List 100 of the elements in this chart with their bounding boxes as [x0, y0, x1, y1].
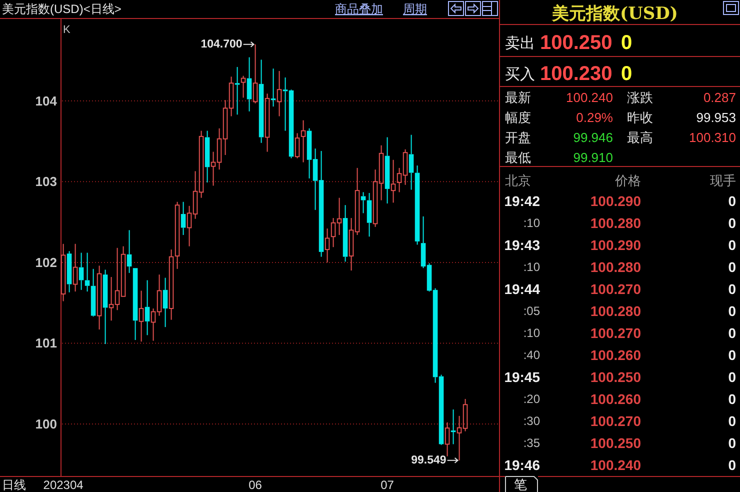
text: 0 [728, 237, 736, 253]
text: 北京 [505, 173, 531, 188]
candlestick [168, 249, 174, 320]
text: 99.910 [573, 150, 613, 165]
candlestick [264, 93, 270, 152]
candlestick [66, 250, 72, 293]
candlestick [162, 277, 168, 328]
y-axis-title: K [63, 24, 71, 36]
text: 0 [728, 325, 736, 341]
text: 0 [728, 391, 736, 407]
text: 0 [728, 369, 736, 385]
text: 100.240 [566, 90, 613, 105]
y-tick-label: 102 [35, 254, 57, 270]
text: 最低 [505, 150, 531, 165]
text: 商品叠加 [335, 2, 383, 16]
text: 100.270 [590, 281, 642, 297]
text: 100.270 [590, 325, 642, 341]
text: 19:43 [504, 237, 540, 253]
text: 100.310 [689, 130, 736, 145]
y-tick-label: 101 [35, 336, 57, 351]
text: 最高 [627, 130, 653, 145]
candlestick [204, 130, 210, 183]
text: 现手 [710, 173, 736, 188]
text: 100.290 [590, 193, 642, 209]
candlestick [126, 230, 132, 274]
text: 19:46 [504, 457, 540, 473]
text: :10 [523, 260, 540, 274]
text: 0.29% [576, 110, 614, 125]
text: 买入 [505, 66, 535, 83]
candlestick [366, 192, 372, 238]
candlestick [408, 134, 414, 190]
candlestick [180, 201, 186, 236]
text: 100.270 [590, 413, 642, 429]
text: 美元指数(USD) [551, 4, 678, 24]
text: 昨收 [627, 110, 653, 125]
text: 周期 [403, 2, 427, 16]
text: 100.280 [590, 259, 642, 275]
text: :20 [523, 392, 540, 406]
y-tick-label: 104 [35, 93, 58, 108]
candlestick [60, 243, 66, 302]
text: 0 [728, 413, 736, 429]
x-tick-label: 06 [248, 478, 262, 492]
candlestick [276, 70, 282, 117]
x-tick-label: 202304 [43, 478, 84, 492]
candlestick [252, 44, 258, 104]
text: :35 [523, 436, 540, 450]
x-tick-label: 07 [380, 478, 394, 492]
chart-title: 美元指数(USD)<日线> [2, 2, 122, 16]
text: 0.287 [703, 90, 736, 105]
text: 19:45 [504, 369, 540, 385]
text: 最新 [505, 90, 531, 105]
text: 100.240 [590, 457, 642, 473]
text: 0 [728, 193, 736, 209]
text: 0 [728, 281, 736, 297]
text: 0 [728, 457, 736, 473]
candlestick [258, 59, 264, 144]
y-tick-label: 103 [35, 174, 57, 190]
text: 开盘 [505, 130, 531, 145]
text: :10 [523, 216, 540, 230]
x-axis-title: 日线 [2, 478, 26, 492]
text: 19:42 [504, 193, 540, 209]
text: 100.280 [590, 303, 642, 319]
text: 99.946 [573, 130, 613, 145]
text: 100.260 [590, 347, 642, 363]
annotation: 99.549 [411, 454, 446, 466]
candlestick [78, 252, 84, 290]
text: 100.290 [590, 237, 642, 253]
text: 0 [728, 259, 736, 275]
text: :30 [523, 414, 540, 428]
candlestick [72, 243, 78, 292]
y-tick-label: 100 [35, 416, 57, 432]
text: 涨跌 [627, 90, 653, 105]
candlestick [384, 136, 390, 204]
candlestick [324, 228, 330, 263]
candlestick [342, 204, 348, 262]
text: 100.230 [540, 63, 612, 85]
text: 19:44 [504, 281, 540, 297]
text: 100.280 [590, 215, 642, 231]
candlestick [138, 290, 144, 342]
text: 0 [728, 435, 736, 451]
text: 价格 [614, 173, 641, 188]
candlestick [360, 192, 366, 214]
text: 0 [728, 303, 736, 319]
candlestick [390, 159, 396, 204]
text: 100.250 [590, 435, 642, 451]
text: 卖出 [505, 35, 535, 52]
text: 0 [728, 215, 736, 231]
text: 0 [621, 32, 632, 54]
annotation: 104.700 [200, 38, 242, 50]
candlestick [144, 280, 150, 336]
text: 100.250 [540, 32, 612, 54]
text: 0 [728, 347, 736, 363]
text: :05 [523, 304, 540, 318]
text: 100.260 [590, 391, 642, 407]
text: 0 [621, 63, 632, 85]
text: 99.953 [696, 110, 736, 125]
text: :40 [523, 348, 540, 362]
candlestick [300, 120, 306, 163]
text: 幅度 [505, 110, 531, 125]
tab: 笔 [505, 476, 538, 492]
